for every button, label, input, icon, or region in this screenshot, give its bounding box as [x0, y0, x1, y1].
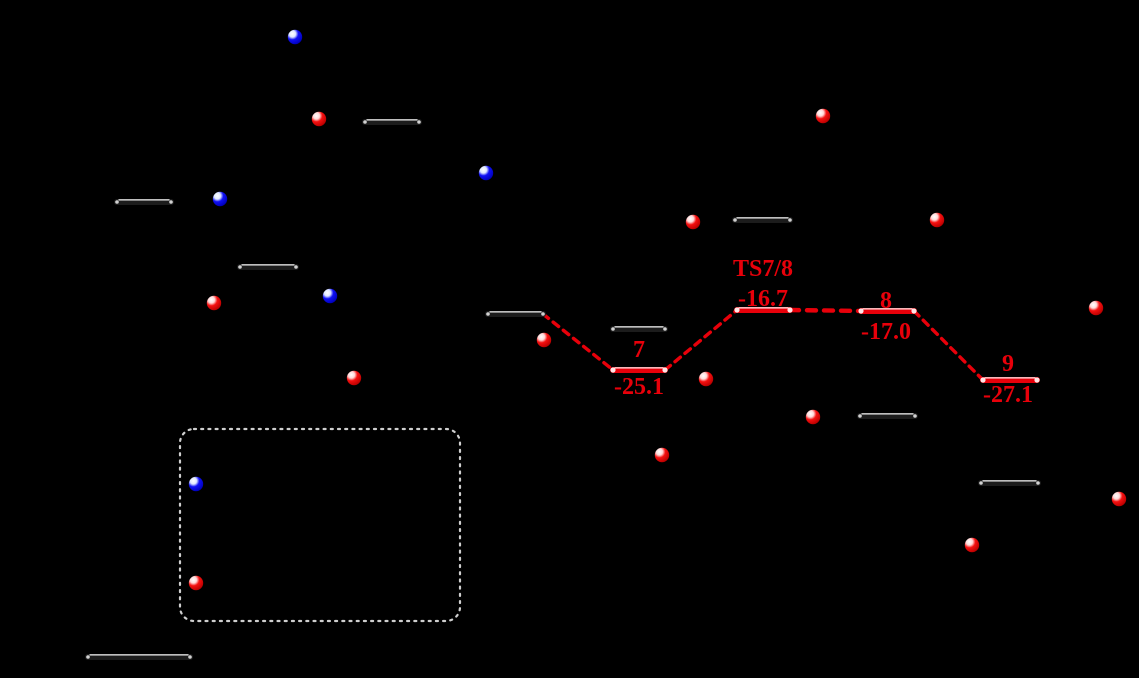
svg-text:7: 7 — [633, 337, 645, 363]
svg-text:8: 8 — [880, 288, 892, 314]
svg-text:-17.0: -17.0 — [861, 319, 911, 345]
svg-text:-25.1: -25.1 — [614, 374, 664, 400]
svg-text:9: 9 — [1002, 351, 1014, 377]
svg-text:-16.7: -16.7 — [738, 286, 788, 312]
svg-text:-27.1: -27.1 — [983, 382, 1033, 408]
svg-text:TS7/8: TS7/8 — [733, 256, 793, 282]
